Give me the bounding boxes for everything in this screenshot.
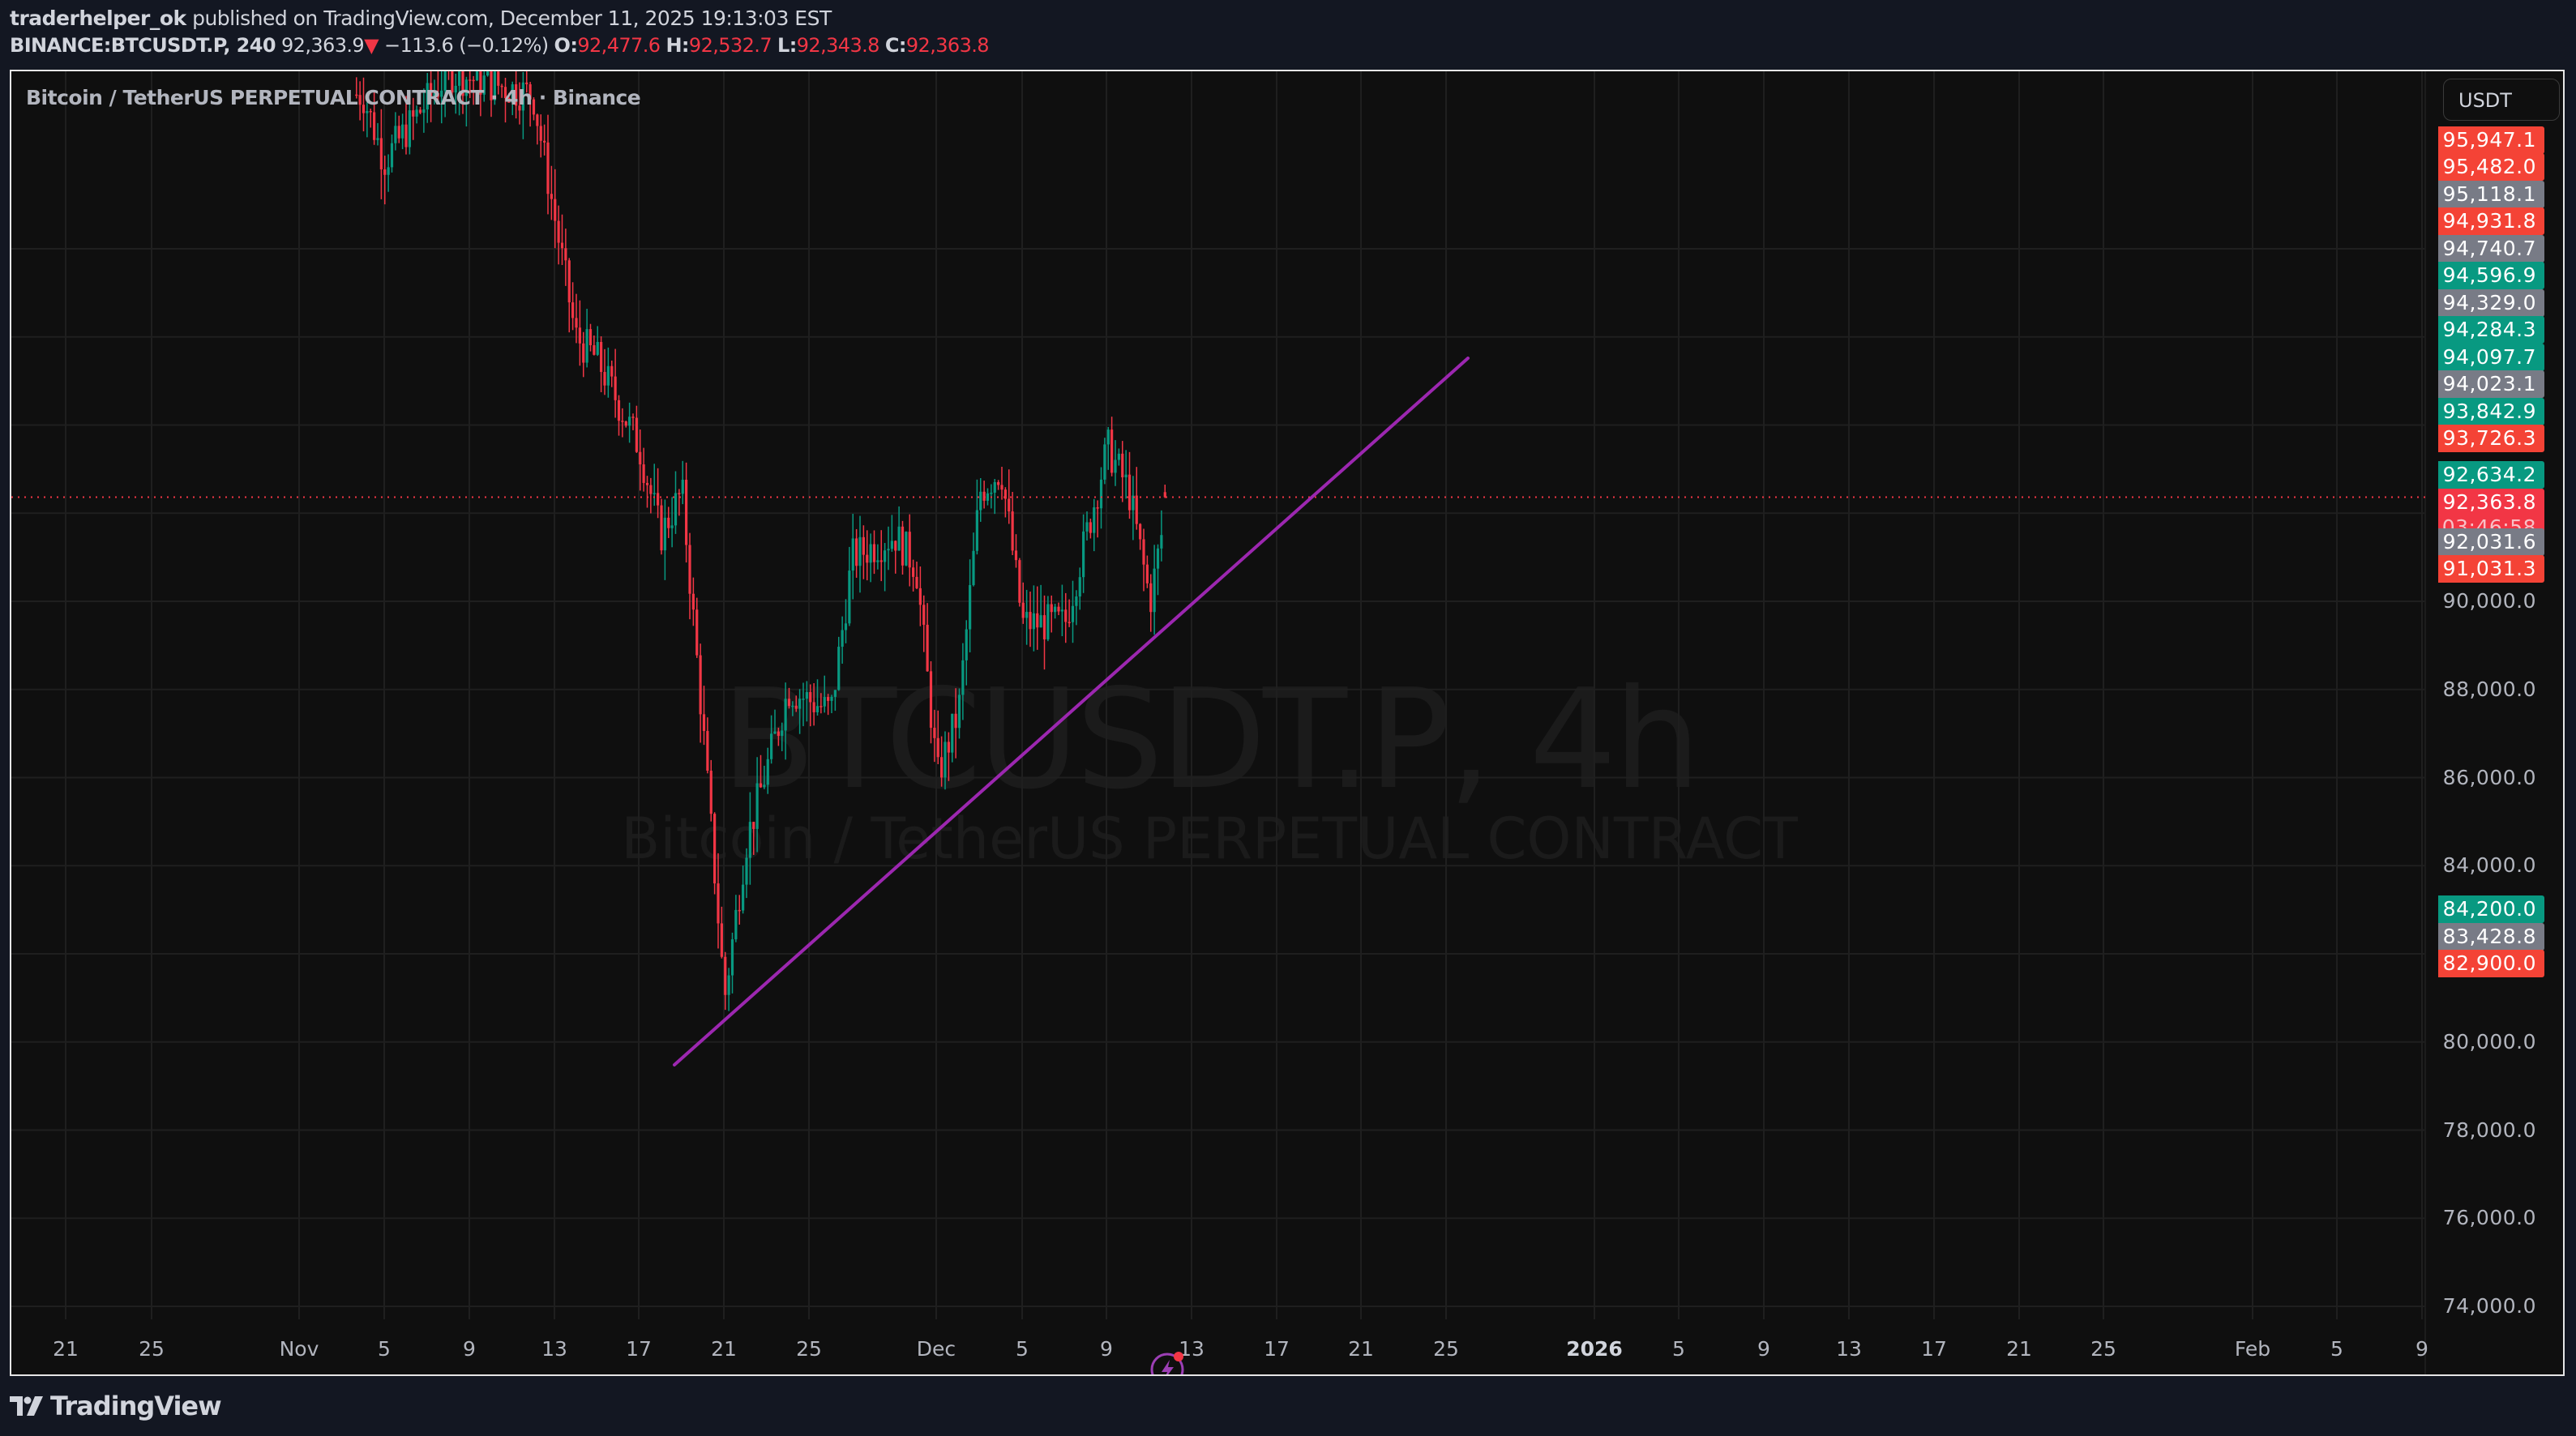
low-label: L: xyxy=(777,34,797,57)
time-axis-tick: 25 xyxy=(796,1337,822,1361)
price-label: 93,726.3 xyxy=(2438,425,2544,452)
price-label: 92,031.6 xyxy=(2438,528,2544,556)
price-axis-tick: 90,000.0 xyxy=(2442,589,2536,613)
publish-date: published on TradingView.com, December 1… xyxy=(192,6,832,30)
price-axis-tick: 74,000.0 xyxy=(2442,1294,2536,1318)
time-axis-tick: Nov xyxy=(279,1337,319,1361)
price-label: 84,200.0 xyxy=(2438,895,2544,923)
tradingview-logo[interactable]: TradingView xyxy=(10,1391,222,1421)
currency-button[interactable]: USDT xyxy=(2443,79,2560,121)
price-axis-tick: 80,000.0 xyxy=(2442,1029,2536,1053)
time-axis-tick: 5 xyxy=(1016,1337,1029,1361)
price-label: 94,284.3 xyxy=(2438,316,2544,344)
close-label: C: xyxy=(884,34,907,57)
price-label: 95,482.0 xyxy=(2438,153,2544,181)
candlestick-plot[interactable] xyxy=(11,71,2563,1374)
watermark-description: Bitcoin / TetherUS PERPETUAL CONTRACT xyxy=(621,806,1798,872)
time-axis-tick: 21 xyxy=(2006,1337,2032,1361)
lightning-icon[interactable] xyxy=(1149,1348,1188,1374)
price-label: 95,947.1 xyxy=(2438,126,2544,154)
price-label: 94,329.0 xyxy=(2438,289,2544,317)
time-axis-tick: 13 xyxy=(1836,1337,1862,1361)
time-axis-tick: 21 xyxy=(53,1337,79,1361)
time-axis-tick: 13 xyxy=(541,1337,567,1361)
price-label: 83,428.8 xyxy=(2438,923,2544,951)
ohlc-bar: BINANCE:BTCUSDT.P, 240 92,363.9▼ −113.6 … xyxy=(10,34,990,57)
high-value: 92,532.7 xyxy=(688,34,772,57)
time-axis-tick: Dec xyxy=(916,1337,956,1361)
time-axis-tick: 25 xyxy=(2090,1337,2116,1361)
down-arrow-icon: ▼ xyxy=(364,34,379,57)
time-axis-tick: 5 xyxy=(2330,1337,2343,1361)
tradingview-logo-text: TradingView xyxy=(50,1391,222,1421)
symbol-interval: BINANCE:BTCUSDT.P, 240 xyxy=(10,34,276,57)
time-axis-tick: 25 xyxy=(139,1337,165,1361)
price-label: 94,931.8 xyxy=(2438,207,2544,235)
price-label: 93,842.9 xyxy=(2438,398,2544,425)
author-name[interactable]: traderhelper_ok xyxy=(10,6,186,30)
time-axis-tick: 2026 xyxy=(1566,1337,1623,1361)
tradingview-logo-icon xyxy=(10,1396,43,1416)
time-axis-tick: 17 xyxy=(626,1337,652,1361)
time-axis-tick: Feb xyxy=(2234,1337,2271,1361)
time-axis-tick: 5 xyxy=(1672,1337,1685,1361)
time-axis-tick: 17 xyxy=(1921,1337,1947,1361)
chart-pane[interactable]: BTCUSDT.P, 4h Bitcoin / TetherUS PERPETU… xyxy=(10,70,2565,1376)
low-value: 92,343.8 xyxy=(796,34,880,57)
price-change: −113.6 (−0.12%) xyxy=(383,34,549,57)
time-axis-tick: 9 xyxy=(463,1337,476,1361)
high-label: H: xyxy=(665,34,689,57)
time-axis-tick: 9 xyxy=(2416,1337,2428,1361)
price-axis-tick: 86,000.0 xyxy=(2442,765,2536,789)
watermark-symbol: BTCUSDT.P, 4h xyxy=(721,660,1701,820)
time-axis-tick: 21 xyxy=(1348,1337,1374,1361)
price-axis-tick: 88,000.0 xyxy=(2442,677,2536,701)
price-label: 95,118.1 xyxy=(2438,181,2544,208)
time-axis-tick: 21 xyxy=(711,1337,737,1361)
price-label: 94,740.7 xyxy=(2438,235,2544,263)
time-axis-tick: 25 xyxy=(1433,1337,1459,1361)
time-axis-tick: 5 xyxy=(378,1337,391,1361)
open-label: O: xyxy=(554,34,578,57)
publish-info: traderhelper_ok published on TradingView… xyxy=(10,6,832,30)
price-label: 94,023.1 xyxy=(2438,370,2544,398)
time-axis-tick: 17 xyxy=(1264,1337,1290,1361)
price-axis-tick: 84,000.0 xyxy=(2442,853,2536,878)
price-axis-tick: 76,000.0 xyxy=(2442,1206,2536,1230)
price-label: 92,634.2 xyxy=(2438,461,2544,489)
price-label: 94,097.7 xyxy=(2438,344,2544,371)
open-value: 92,477.6 xyxy=(577,34,661,57)
time-axis-tick: 9 xyxy=(1757,1337,1770,1361)
price-axis-tick: 78,000.0 xyxy=(2442,1118,2536,1142)
chart-title: Bitcoin / TetherUS PERPETUAL CONTRACT · … xyxy=(26,86,641,109)
price-label: 94,596.9 xyxy=(2438,262,2544,289)
price-label: 82,900.0 xyxy=(2438,950,2544,977)
price-label: 91,031.3 xyxy=(2438,555,2544,583)
last-price: 92,363.9 xyxy=(280,34,365,57)
time-axis-tick: 9 xyxy=(1100,1337,1113,1361)
close-value: 92,363.8 xyxy=(905,34,990,57)
